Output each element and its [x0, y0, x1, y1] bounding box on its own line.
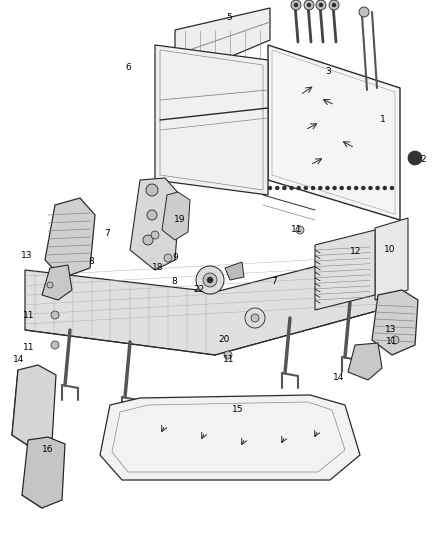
Polygon shape	[45, 198, 95, 278]
Circle shape	[347, 186, 351, 190]
Circle shape	[297, 186, 301, 190]
Circle shape	[290, 186, 293, 190]
Polygon shape	[315, 230, 375, 310]
Circle shape	[245, 308, 265, 328]
Text: 14: 14	[13, 356, 25, 365]
Circle shape	[151, 231, 159, 239]
Polygon shape	[348, 343, 382, 380]
Text: 14: 14	[333, 374, 344, 383]
Circle shape	[51, 341, 59, 349]
Circle shape	[296, 226, 304, 234]
Circle shape	[207, 277, 213, 283]
Circle shape	[376, 186, 380, 190]
Circle shape	[268, 186, 272, 190]
Text: 22: 22	[193, 286, 204, 295]
Circle shape	[146, 184, 158, 196]
Circle shape	[361, 186, 365, 190]
Circle shape	[329, 0, 339, 10]
Circle shape	[359, 7, 369, 17]
Text: 2: 2	[420, 156, 426, 165]
Circle shape	[203, 273, 217, 287]
Circle shape	[383, 186, 387, 190]
Text: 13: 13	[385, 326, 396, 335]
Text: 13: 13	[21, 251, 32, 260]
Circle shape	[196, 266, 224, 294]
Circle shape	[147, 210, 157, 220]
Circle shape	[316, 0, 326, 10]
Circle shape	[325, 186, 329, 190]
Circle shape	[283, 186, 286, 190]
Circle shape	[224, 351, 232, 359]
Polygon shape	[175, 8, 270, 80]
Circle shape	[318, 186, 322, 190]
Text: 18: 18	[152, 263, 163, 272]
Circle shape	[319, 3, 323, 7]
Circle shape	[47, 282, 53, 288]
Circle shape	[368, 186, 372, 190]
Polygon shape	[42, 265, 72, 300]
Polygon shape	[375, 218, 408, 300]
Circle shape	[340, 186, 344, 190]
Polygon shape	[268, 45, 400, 220]
Circle shape	[332, 3, 336, 7]
Polygon shape	[100, 395, 360, 480]
Text: 11: 11	[23, 343, 35, 352]
Text: 11: 11	[223, 356, 234, 365]
Text: 11: 11	[23, 311, 35, 319]
Circle shape	[304, 0, 314, 10]
Polygon shape	[130, 178, 180, 270]
Text: 8: 8	[88, 257, 94, 266]
Polygon shape	[372, 290, 418, 355]
Text: 8: 8	[171, 278, 177, 287]
Circle shape	[391, 336, 399, 344]
Text: 6: 6	[125, 63, 131, 72]
Text: 19: 19	[174, 215, 186, 224]
Text: 9: 9	[172, 254, 178, 262]
Text: 15: 15	[232, 406, 244, 415]
Text: 16: 16	[42, 446, 53, 455]
Text: 7: 7	[271, 278, 277, 287]
Text: 12: 12	[350, 247, 361, 256]
Circle shape	[275, 186, 279, 190]
Text: 20: 20	[218, 335, 230, 344]
Circle shape	[390, 186, 394, 190]
Circle shape	[164, 254, 172, 262]
Circle shape	[307, 3, 311, 7]
Circle shape	[332, 186, 336, 190]
Circle shape	[311, 186, 315, 190]
Circle shape	[143, 235, 153, 245]
Text: 1: 1	[380, 116, 386, 125]
Polygon shape	[12, 365, 56, 448]
Polygon shape	[162, 192, 190, 240]
Polygon shape	[22, 437, 65, 508]
Circle shape	[291, 0, 301, 10]
Text: 11: 11	[386, 337, 398, 346]
Circle shape	[304, 186, 308, 190]
Circle shape	[251, 314, 259, 322]
Text: 3: 3	[325, 68, 331, 77]
Text: 11: 11	[291, 225, 303, 235]
Circle shape	[354, 186, 358, 190]
Polygon shape	[225, 262, 244, 280]
Text: 7: 7	[104, 229, 110, 238]
Polygon shape	[25, 250, 380, 355]
Circle shape	[294, 3, 298, 7]
Circle shape	[51, 311, 59, 319]
Polygon shape	[155, 45, 268, 195]
Text: 5: 5	[226, 13, 232, 22]
Circle shape	[408, 151, 422, 165]
Text: 10: 10	[384, 246, 396, 254]
